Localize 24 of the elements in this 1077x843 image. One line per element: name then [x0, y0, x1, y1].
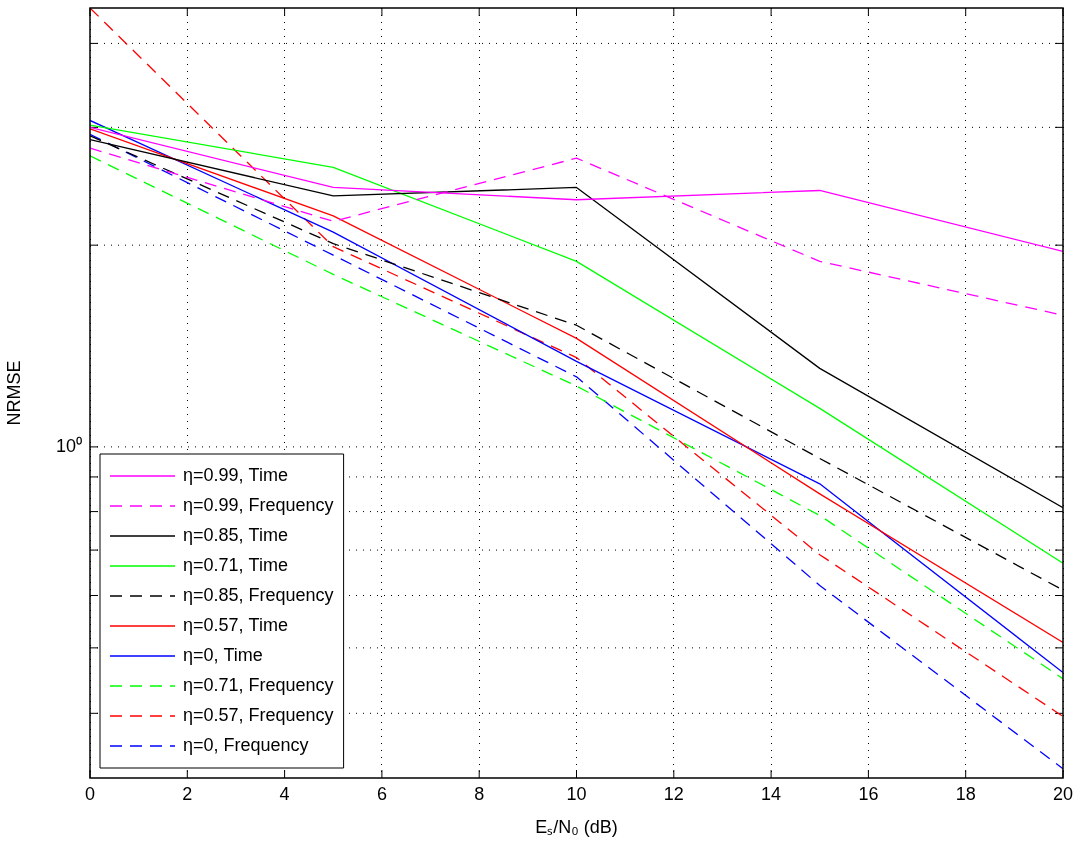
x-tick-label: 16 [858, 783, 879, 804]
x-tick-label: 14 [761, 783, 782, 804]
x-tick-label: 10 [566, 783, 587, 804]
legend-label: η=0.57, Time [183, 614, 288, 635]
x-axis-title: Eₛ/N₀ (dB) [535, 817, 618, 838]
x-tick-label: 0 [84, 783, 96, 804]
x-tick-label: 2 [182, 783, 193, 804]
y-axis-title: NRMSE [3, 360, 24, 426]
x-tick-label: 8 [474, 783, 485, 804]
x-tick-label: 20 [1052, 783, 1074, 804]
legend-label: η=0.71, Frequency [183, 674, 334, 695]
legend-label: η=0.57, Frequency [183, 704, 334, 725]
x-tick-label: 18 [955, 783, 976, 804]
legend-label: η=0.71, Time [183, 554, 288, 575]
legend-label: η=0.85, Frequency [183, 584, 334, 605]
legend-label: η=0, Frequency [183, 734, 309, 755]
legend-label: η=0.85, Time [183, 524, 288, 545]
legend-label: η=0.99, Time [183, 464, 288, 485]
legend-label: η=0, Time [183, 644, 263, 665]
legend-label: η=0.99, Frequency [183, 494, 334, 515]
x-tick-label: 4 [279, 783, 290, 804]
x-tick-label: 12 [663, 783, 684, 804]
ref-line-label: 10⁰ [55, 435, 82, 456]
x-tick-label: 6 [376, 783, 387, 804]
